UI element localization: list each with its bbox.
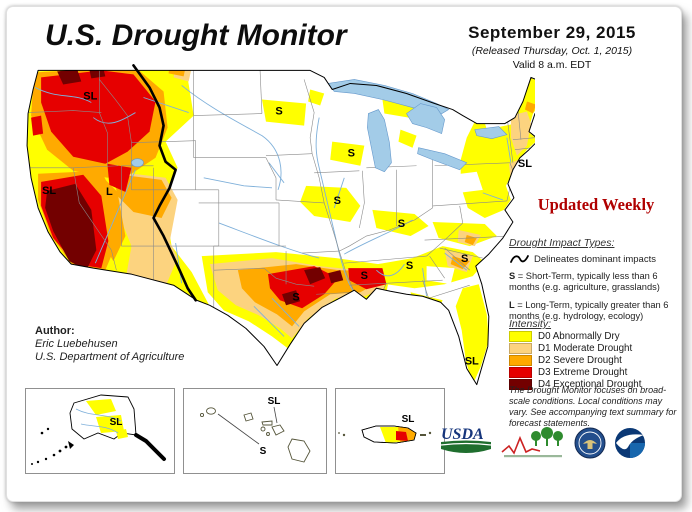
author-name: Eric Luebehusen [35,338,118,350]
impact-label-s: S [334,195,341,207]
short-term-letter: S [509,271,516,281]
impact-label-s: S [461,253,468,265]
inset-hawaii: SL S [183,388,327,474]
impact-label-s: S [348,148,355,160]
intensity-label-d3: D3 Extreme Drought [538,367,628,378]
impact-label-s: S [292,291,299,303]
impact-types-heading: Drought Impact Types: [509,237,615,249]
date-block: September 29, 2015 (Released Thursday, O… [427,23,677,71]
noaa-logo [615,428,645,458]
short-term-note: S = Short-Term, typically less than 6 mo… [509,271,681,294]
drought-monitor-sheet: U.S. Drought Monitor September 29, 2015 … [6,6,682,502]
intensity-label-d0: D0 Abnormally Dry [538,331,620,342]
intensity-swatch-d4 [509,379,532,390]
map-date: September 29, 2015 [468,23,636,42]
puerto-rico-impact-label: SL [402,414,415,425]
page-title: U.S. Drought Monitor [45,19,347,52]
impact-label-sl: SL [42,185,56,197]
release-date: (Released Thursday, Oct. 1, 2015) [471,45,633,57]
usda-logo: USDA [440,426,492,453]
agency-logos: USDA [440,419,675,467]
author-heading: Author: [35,325,75,337]
intensity-legend: Intensity: D0 Abnormally Dry D1 Moderate… [509,318,687,390]
commerce-seal-logo [574,427,606,459]
long-term-letter: L [509,299,515,310]
impact-label-sl: SL [83,91,97,103]
inset-puerto-rico: SL [335,388,445,474]
intensity-row-d0: D0 Abnormally Dry [509,331,687,342]
alaska-impact-label: SL [110,417,123,428]
intensity-swatch-d0 [509,331,532,342]
author-block: Author: Eric Luebehusen U.S. Department … [35,325,184,363]
impact-label-l: L [106,186,113,198]
delineates-label: Delineates dominant impacts [534,253,656,265]
hawaii-impact-label-top: SL [268,396,281,407]
intensity-swatch-d2 [509,355,532,366]
intensity-row-d3: D3 Extreme Drought [509,367,687,378]
inset-alaska: SL [25,388,175,474]
author-org: U.S. Department of Agriculture [35,351,185,363]
intensity-swatch-d3 [509,367,532,378]
us-drought-map: SL SL L S S S S S S S S SL SL [13,57,546,399]
intensity-row-d4: D4 Exceptional Drought [509,379,687,390]
short-term-text: = Short-Term, typically less than 6 mont… [509,271,660,293]
impact-label-s: S [275,106,282,118]
long-term-note: L = Long-Term, typically greater than 6 … [509,300,681,323]
long-term-text: = Long-Term, typically greater than 6 mo… [509,299,669,321]
disclaimer-note: The Drought Monitor focuses on broad-sca… [509,385,677,428]
alaska-map: SL [31,394,166,465]
intensity-label-d2: D2 Severe Drought [538,355,622,366]
updated-weekly-label: Updated Weekly [537,195,655,214]
hawaii-impact-label-bottom: S [260,446,267,457]
us-outline [26,69,546,386]
rivers [34,85,512,337]
impact-types-legend: Drought Impact Types: Delineates dominan… [509,237,687,322]
great-lakes [131,79,508,173]
impact-label-s: S [398,218,405,230]
impact-label-s: S [406,260,413,272]
impact-squiggle-icon [510,255,529,263]
puerto-rico-map: SL [338,414,432,444]
impact-label-s: S [361,270,368,282]
intensity-heading: Intensity: [509,318,552,330]
impact-boundary [132,64,198,302]
intensity-row-d1: D1 Moderate Drought [509,343,687,354]
valid-time: Valid 8 a.m. EDT [512,59,592,71]
impact-label-sl: SL [465,356,479,368]
intensity-label-d4: D4 Exceptional Drought [538,379,642,390]
usda-logo-text: USDA [441,426,484,443]
ndmc-logo [501,427,563,458]
intensity-swatch-d1 [509,343,532,354]
hawaii-map: SL S [199,396,311,463]
intensity-row-d2: D2 Severe Drought [509,355,687,366]
intensity-label-d1: D1 Moderate Drought [538,343,633,354]
impact-label-sl: SL [518,158,532,170]
